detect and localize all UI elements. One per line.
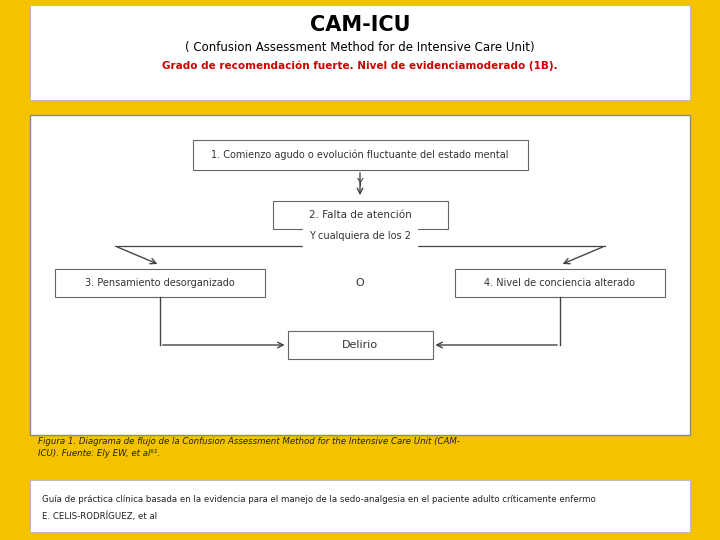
Text: Figura 1. Diagrama de flujo de la Confusion Assessment Method for the Intensive : Figura 1. Diagrama de flujo de la Confus… <box>38 437 460 447</box>
Text: Grado de recomendación fuerte. Nivel de evidenciamoderado (1B).: Grado de recomendación fuerte. Nivel de … <box>162 60 558 71</box>
Text: ICU). Fuente: Ely EW, et al⁶¹.: ICU). Fuente: Ely EW, et al⁶¹. <box>38 449 160 458</box>
Text: Guía de práctica clínica basada en la evidencia para el manejo de la sedo-analge: Guía de práctica clínica basada en la ev… <box>42 496 595 504</box>
Text: Delirio: Delirio <box>342 340 378 350</box>
Bar <box>192 140 528 170</box>
Text: O: O <box>356 278 364 288</box>
Text: E. CELIS-RODRÍGUEZ, et al: E. CELIS-RODRÍGUEZ, et al <box>42 511 157 521</box>
Text: Y: Y <box>356 178 364 188</box>
Text: 4. Nivel de conciencia alterado: 4. Nivel de conciencia alterado <box>485 278 636 288</box>
Bar <box>30 115 690 435</box>
Text: Y cualquiera de los 2: Y cualquiera de los 2 <box>309 231 411 241</box>
Text: 1. Comienzo agudo o evolución fluctuante del estado mental: 1. Comienzo agudo o evolución fluctuante… <box>211 150 509 160</box>
Text: ( Confusion Assessment Method for de Intensive Care Unit): ( Confusion Assessment Method for de Int… <box>185 40 535 53</box>
Text: 2. Falta de atención: 2. Falta de atención <box>309 210 411 220</box>
Bar <box>30 480 690 532</box>
Text: 3. Pensamiento desorganizado: 3. Pensamiento desorganizado <box>85 278 235 288</box>
Bar <box>272 201 448 229</box>
Bar <box>55 269 265 297</box>
Bar <box>287 331 433 359</box>
Bar <box>455 269 665 297</box>
Bar <box>30 5 690 100</box>
Text: CAM-ICU: CAM-ICU <box>310 15 410 35</box>
